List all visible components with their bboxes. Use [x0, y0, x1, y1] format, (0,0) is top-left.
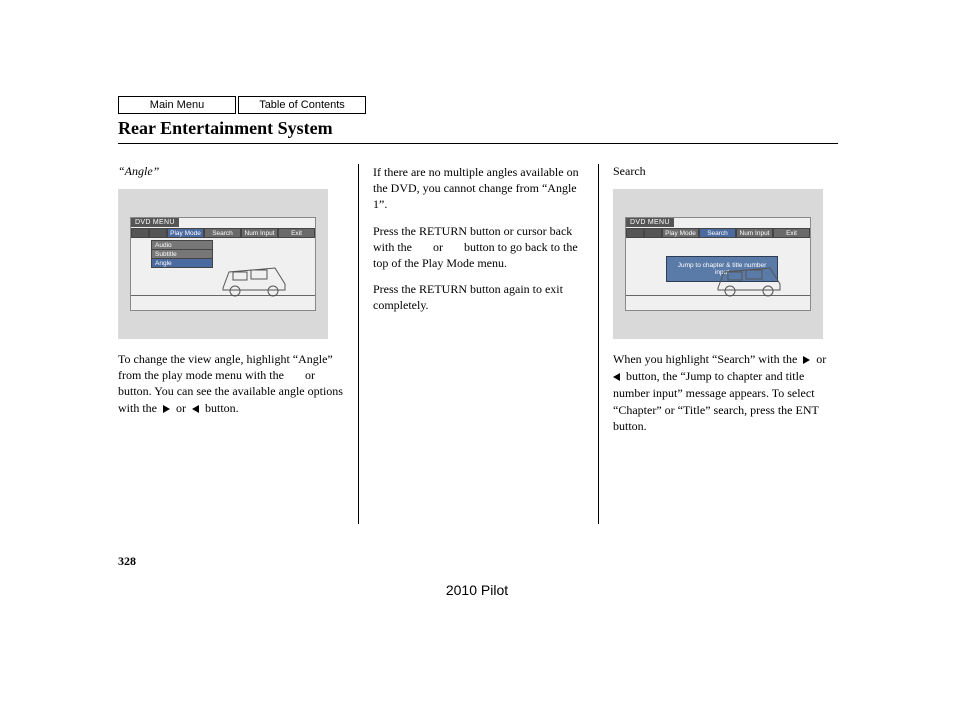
text: To change the view angle, highlight “Ang… [118, 352, 333, 382]
toc-button[interactable]: Table of Contents [238, 96, 366, 114]
column-middle: If there are no multiple angles availabl… [358, 164, 598, 524]
text-or: or [433, 240, 443, 254]
right-triangle-icon [803, 352, 810, 368]
dvd-tabbar: Play Mode Search Num Input Exit [626, 228, 810, 238]
footer-model: 2010 Pilot [0, 582, 954, 598]
column-search: Search DVD MENU Play Mode Search Num Inp… [598, 164, 838, 524]
vehicle-icon [215, 254, 293, 300]
column-angle: “Angle” DVD MENU Play Mode Search Num In… [118, 164, 358, 524]
angle-subhead: “Angle” [118, 164, 344, 179]
dvd-subtabs: Audio Subtitle Angle [151, 240, 213, 267]
search-screenshot: DVD MENU Play Mode Search Num Input Exit… [613, 189, 823, 339]
content-columns: “Angle” DVD MENU Play Mode Search Num In… [118, 164, 838, 524]
dvd-tab-numinput: Num Input [736, 228, 773, 238]
angle-paragraph: To change the view angle, highlight “Ang… [118, 351, 344, 417]
text: button. [205, 401, 239, 415]
mid-para2: Press the RETURN button or cursor back w… [373, 223, 584, 272]
text-or: or [816, 352, 826, 366]
dvd-menu-label: DVD MENU [626, 218, 674, 227]
left-triangle-icon [192, 401, 199, 417]
mid-para3: Press the RETURN button again to exit co… [373, 281, 584, 313]
dvd-tab-nav-icon [131, 228, 149, 238]
dvd-tab-numinput: Num Input [241, 228, 278, 238]
page-number: 328 [118, 554, 136, 569]
text: button, the “Jump to chapter and title n… [613, 369, 819, 433]
text: When you highlight “Search” with the [613, 352, 797, 366]
dvd-screen: DVD MENU Play Mode Search Num Input Exit… [130, 217, 316, 311]
section-title: Rear Entertainment System [118, 118, 838, 144]
angle-screenshot: DVD MENU Play Mode Search Num Input Exit… [118, 189, 328, 339]
main-menu-button[interactable]: Main Menu [118, 96, 236, 114]
dvd-screen: DVD MENU Play Mode Search Num Input Exit… [625, 217, 811, 311]
right-triangle-icon [163, 401, 170, 417]
top-nav: Main Menu Table of Contents [118, 96, 366, 114]
text-or: or [176, 401, 186, 415]
dvd-menu-label: DVD MENU [131, 218, 179, 227]
dvd-tab-nav-icon [626, 228, 644, 238]
mid-para1: If there are no multiple angles availabl… [373, 164, 584, 213]
text-or: or [305, 368, 315, 382]
dvd-tab-exit: Exit [773, 228, 810, 238]
dvd-sub-angle: Angle [151, 258, 213, 268]
left-triangle-icon [613, 369, 620, 385]
dvd-tab-exit: Exit [278, 228, 315, 238]
dvd-tab-nav-icon [644, 228, 662, 238]
dvd-tab-playmode: Play Mode [662, 228, 699, 238]
dvd-tab-search: Search [699, 228, 736, 238]
dvd-tabbar: Play Mode Search Num Input Exit [131, 228, 315, 238]
search-subhead: Search [613, 164, 838, 179]
dvd-tab-search: Search [204, 228, 241, 238]
search-paragraph: When you highlight “Search” with the or … [613, 351, 838, 434]
vehicle-icon [710, 254, 788, 300]
dvd-tab-nav-icon [149, 228, 167, 238]
manual-page: Main Menu Table of Contents Rear Enterta… [0, 0, 954, 710]
dvd-tab-playmode: Play Mode [167, 228, 204, 238]
